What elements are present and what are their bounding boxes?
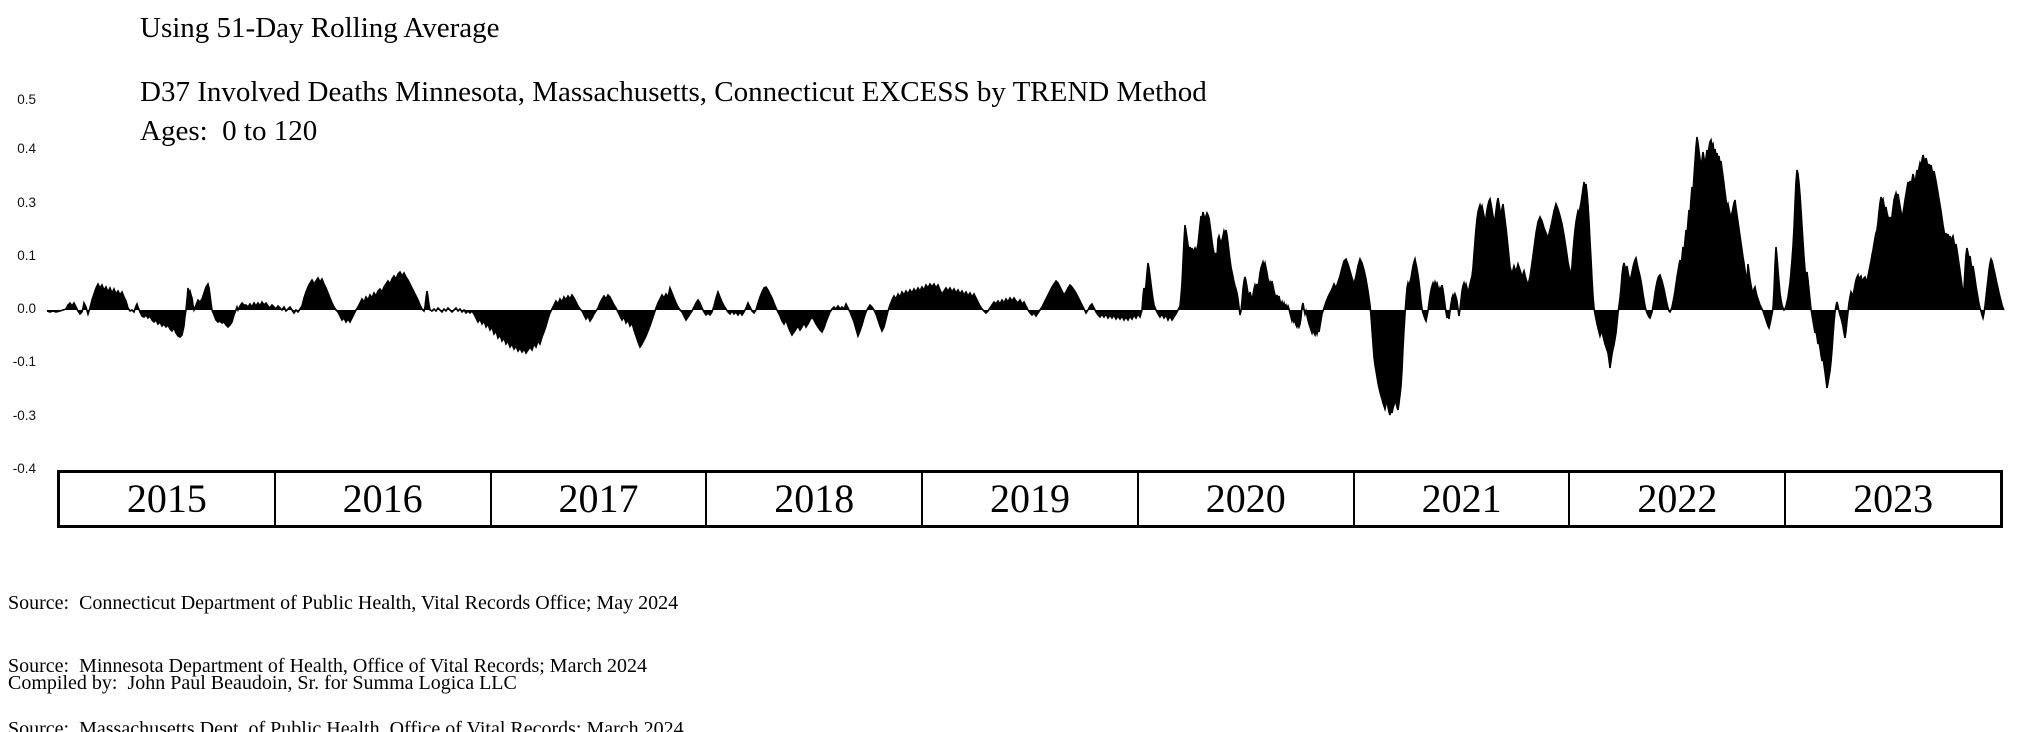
- source-block-massachusetts: Source: Massachusetts Dept. of Public He…: [8, 663, 684, 732]
- y-tick-label-0.1: 0.1: [17, 248, 36, 263]
- year-cell-2020: 2020: [1136, 473, 1353, 525]
- year-cell-2015: 2015: [60, 473, 274, 525]
- year-cell-2018: 2018: [705, 473, 921, 525]
- source-line: Source: Massachusetts Dept. of Public He…: [8, 718, 684, 732]
- year-label: 2016: [342, 476, 423, 521]
- chart-title: D37 Involved Deaths Minnesota, Massachus…: [140, 76, 1207, 108]
- y-tick-label-0.3: 0.3: [17, 195, 36, 210]
- y-tick-label-0.4: 0.4: [17, 141, 36, 156]
- area-series-fill: [47, 137, 2004, 415]
- compiled-by-line: Compiled by: John Paul Beaudoin, Sr. for…: [8, 671, 517, 694]
- year-label: 2015: [126, 476, 207, 521]
- y-tick-label--0.4: -0.4: [12, 461, 36, 476]
- source-line: Source: Connecticut Department of Public…: [8, 592, 679, 614]
- y-axis-tick-labels: 0.5 0.4 0.3 0.1 0.0 -0.1 -0.3 -0.4: [0, 0, 38, 500]
- year-label: 2019: [990, 476, 1071, 521]
- chart-subtitle-rolling-average: Using 51-Day Rolling Average: [140, 12, 500, 44]
- year-label: 2022: [1637, 476, 1718, 521]
- year-label: 2018: [774, 476, 855, 521]
- y-tick-label-0.0: 0.0: [17, 301, 36, 316]
- year-label: 2023: [1853, 476, 1934, 521]
- year-label: 2021: [1421, 476, 1502, 521]
- year-label: 2020: [1205, 476, 1286, 521]
- year-cell-2016: 2016: [273, 473, 490, 525]
- x-axis-year-band: 2015 2016 2017 2018 2019 2020 2021 2022 2023: [57, 470, 2003, 528]
- chart-ages-note: Ages: 0 to 120: [140, 115, 318, 147]
- year-cell-2017: 2017: [489, 473, 706, 525]
- year-cell-2022: 2022: [1568, 473, 1784, 525]
- y-tick-label--0.1: -0.1: [12, 354, 36, 369]
- area-series-outline: [46, 136, 2005, 416]
- source-line: Source: Minnesota Department of Health, …: [8, 655, 647, 677]
- source-block-minnesota: Source: Minnesota Department of Health, …: [8, 600, 647, 732]
- year-cell-2021: 2021: [1352, 473, 1569, 525]
- year-cell-2023: 2023: [1784, 473, 2000, 525]
- y-tick-label-0.5: 0.5: [17, 92, 36, 107]
- year-cell-2019: 2019: [921, 473, 1137, 525]
- source-block-connecticut: Source: Connecticut Department of Public…: [8, 537, 678, 732]
- y-tick-label--0.3: -0.3: [12, 408, 36, 423]
- year-label: 2017: [558, 476, 639, 521]
